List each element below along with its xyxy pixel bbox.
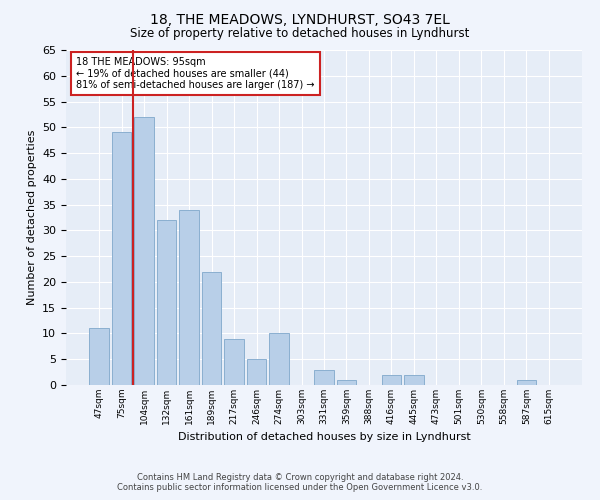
X-axis label: Distribution of detached houses by size in Lyndhurst: Distribution of detached houses by size …	[178, 432, 470, 442]
Y-axis label: Number of detached properties: Number of detached properties	[26, 130, 37, 305]
Bar	[382, 374, 401, 385]
Bar	[157, 220, 176, 385]
Bar	[337, 380, 356, 385]
Bar	[112, 132, 131, 385]
Bar	[314, 370, 334, 385]
Text: 18 THE MEADOWS: 95sqm
← 19% of detached houses are smaller (44)
81% of semi-deta: 18 THE MEADOWS: 95sqm ← 19% of detached …	[76, 56, 315, 90]
Bar	[517, 380, 536, 385]
Bar	[202, 272, 221, 385]
Bar	[89, 328, 109, 385]
Text: 18, THE MEADOWS, LYNDHURST, SO43 7EL: 18, THE MEADOWS, LYNDHURST, SO43 7EL	[150, 12, 450, 26]
Text: Contains HM Land Registry data © Crown copyright and database right 2024.
Contai: Contains HM Land Registry data © Crown c…	[118, 473, 482, 492]
Bar	[404, 374, 424, 385]
Bar	[269, 334, 289, 385]
Bar	[134, 117, 154, 385]
Bar	[247, 359, 266, 385]
Text: Size of property relative to detached houses in Lyndhurst: Size of property relative to detached ho…	[130, 28, 470, 40]
Bar	[224, 338, 244, 385]
Bar	[179, 210, 199, 385]
